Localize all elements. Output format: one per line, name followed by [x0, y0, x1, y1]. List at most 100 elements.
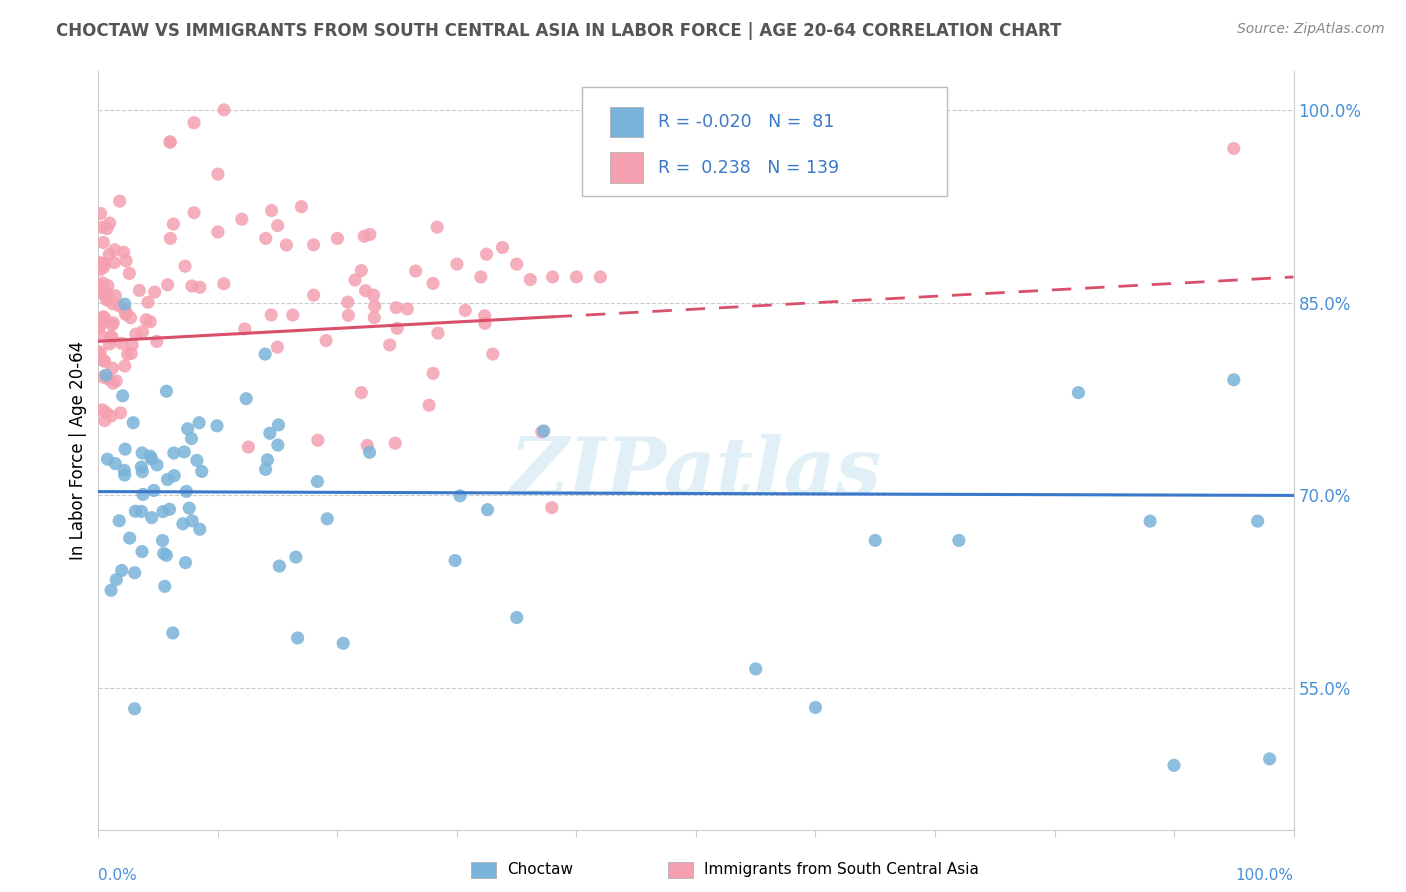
- Point: [100, 409, 122, 423]
- Point: [139, 315, 162, 329]
- Point: [173, 445, 195, 459]
- Point: [91, 285, 114, 300]
- Point: [114, 307, 136, 321]
- Point: [108, 194, 131, 209]
- Point: [87, 321, 110, 335]
- Point: [131, 465, 153, 479]
- Point: [191, 464, 214, 478]
- Point: [353, 229, 375, 244]
- Point: [254, 231, 277, 245]
- Point: [427, 326, 450, 340]
- Point: [105, 573, 128, 587]
- Point: [91, 310, 114, 325]
- Point: [540, 500, 562, 515]
- Point: [108, 514, 131, 528]
- Point: [93, 310, 115, 324]
- Point: [93, 260, 115, 275]
- Point: [118, 266, 141, 280]
- Point: [91, 235, 114, 250]
- Point: [131, 460, 153, 475]
- Point: [454, 303, 477, 318]
- Point: [90, 256, 112, 270]
- Point: [98, 216, 121, 230]
- Point: [474, 309, 496, 323]
- Point: [94, 312, 117, 326]
- Point: [260, 203, 283, 218]
- Point: [284, 550, 307, 565]
- Point: [231, 212, 253, 227]
- Point: [105, 374, 128, 388]
- Point: [180, 279, 202, 293]
- Text: R =  0.238   N = 139: R = 0.238 N = 139: [658, 159, 839, 177]
- Point: [124, 702, 146, 716]
- Point: [235, 392, 257, 406]
- Point: [120, 346, 142, 360]
- Point: [363, 310, 385, 325]
- Point: [422, 277, 444, 291]
- Point: [135, 312, 157, 326]
- Point: [287, 631, 309, 645]
- Point: [91, 370, 114, 384]
- Point: [159, 135, 181, 149]
- Point: [238, 440, 260, 454]
- Point: [183, 116, 205, 130]
- Point: [131, 544, 153, 558]
- Y-axis label: In Labor Force | Age 20-64: In Labor Force | Age 20-64: [69, 341, 87, 560]
- Point: [110, 336, 132, 351]
- Point: [104, 457, 127, 471]
- Point: [506, 257, 529, 271]
- Point: [276, 238, 298, 252]
- Point: [152, 546, 174, 560]
- Point: [477, 502, 499, 516]
- Point: [378, 338, 401, 352]
- Point: [96, 293, 118, 307]
- Point: [87, 255, 110, 269]
- Point: [307, 475, 329, 489]
- Point: [117, 347, 139, 361]
- Point: [108, 299, 131, 313]
- Point: [155, 548, 177, 562]
- Point: [96, 221, 118, 235]
- Point: [89, 345, 111, 359]
- Point: [356, 438, 378, 452]
- Point: [103, 255, 125, 269]
- Point: [91, 353, 114, 368]
- Point: [163, 468, 186, 483]
- Point: [103, 243, 125, 257]
- Point: [143, 285, 166, 299]
- Point: [267, 219, 290, 233]
- Point: [207, 225, 229, 239]
- Text: R = -0.020   N =  81: R = -0.020 N = 81: [658, 113, 834, 131]
- Point: [804, 700, 827, 714]
- Point: [172, 516, 194, 531]
- Point: [174, 556, 197, 570]
- Point: [124, 504, 146, 518]
- Point: [94, 413, 117, 427]
- Point: [745, 662, 768, 676]
- Point: [87, 321, 110, 335]
- Point: [97, 278, 120, 293]
- Point: [181, 514, 204, 528]
- Point: [174, 259, 197, 273]
- Point: [91, 402, 114, 417]
- Point: [156, 277, 179, 292]
- Point: [259, 426, 281, 441]
- Point: [385, 321, 409, 335]
- Point: [281, 308, 304, 322]
- Point: [110, 406, 132, 420]
- Point: [142, 483, 165, 498]
- Point: [533, 424, 555, 438]
- Point: [141, 452, 163, 467]
- Point: [396, 301, 419, 316]
- Point: [267, 438, 290, 452]
- Point: [364, 299, 387, 313]
- Point: [101, 297, 124, 311]
- Point: [136, 295, 159, 310]
- Point: [114, 359, 136, 373]
- Point: [101, 318, 124, 332]
- Text: Immigrants from South Central Asia: Immigrants from South Central Asia: [704, 863, 980, 877]
- Point: [519, 272, 541, 286]
- Point: [153, 579, 176, 593]
- Text: CHOCTAW VS IMMIGRANTS FROM SOUTH CENTRAL ASIA IN LABOR FORCE | AGE 20-64 CORRELA: CHOCTAW VS IMMIGRANTS FROM SOUTH CENTRAL…: [56, 22, 1062, 40]
- Point: [124, 566, 146, 580]
